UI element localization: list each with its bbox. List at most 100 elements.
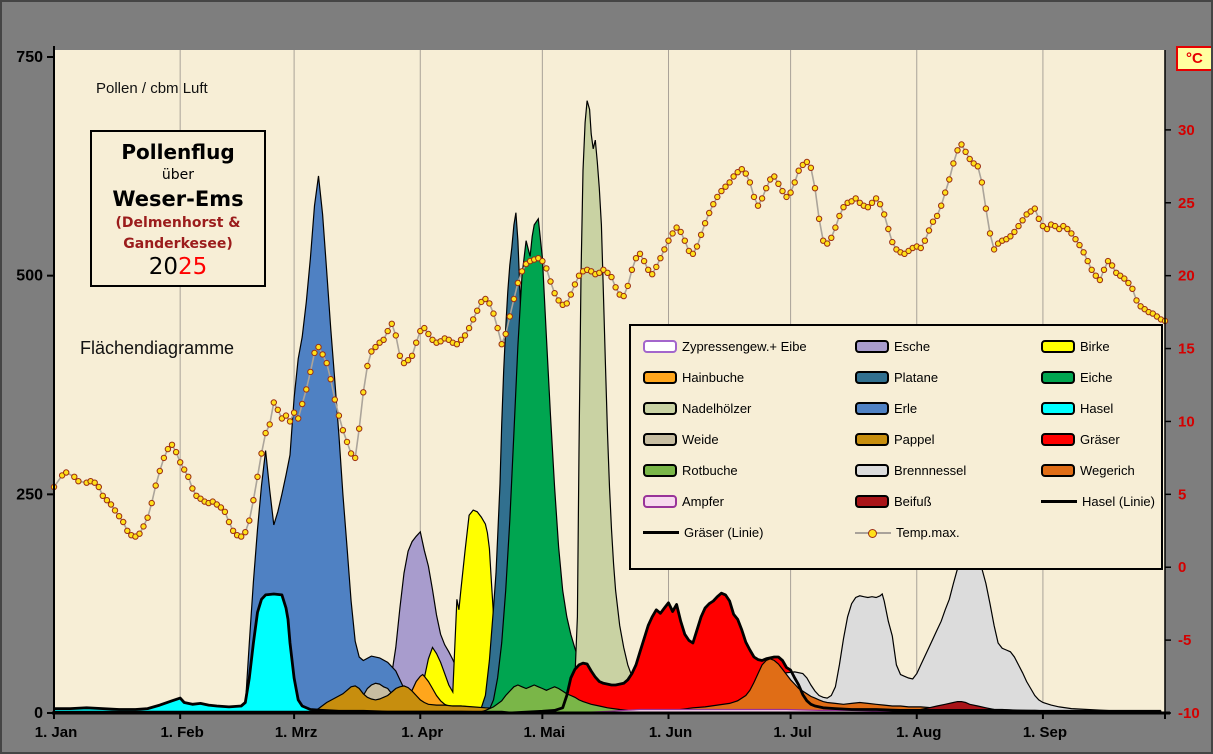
temp-marker <box>510 295 518 303</box>
legend-swatch-birke <box>1041 340 1075 353</box>
legend-item-brennnessel: Brennnessel <box>855 463 1041 478</box>
legend-label-graeser: Gräser <box>1080 432 1120 447</box>
temp-marker <box>185 473 192 480</box>
temp-marker <box>181 466 188 473</box>
temp-marker <box>160 454 168 462</box>
title-year-prefix: 20 <box>148 253 178 280</box>
temp-marker <box>465 324 473 332</box>
temp-marker <box>156 467 164 475</box>
temp-marker <box>352 454 359 462</box>
pollen-tick-label: 0 <box>34 705 43 722</box>
temp-marker <box>1072 236 1079 243</box>
temp-marker <box>929 218 937 225</box>
temp-marker <box>653 263 660 271</box>
temp-marker <box>457 336 465 343</box>
legend-swatch-beifuss <box>855 495 889 508</box>
temp-marker <box>266 421 273 428</box>
temp-marker <box>323 359 330 367</box>
temp-marker <box>1133 297 1140 304</box>
temp-marker <box>815 215 823 223</box>
temp-marker <box>681 237 688 244</box>
legend-item-nadelhoelzer: Nadelhölzer <box>643 401 855 416</box>
temp-tick-label: 10 <box>1178 413 1195 430</box>
temp-marker <box>677 228 684 236</box>
legend-swatch-esche <box>855 340 889 353</box>
temp-marker <box>315 343 322 351</box>
legend-label-graeser-linie: Gräser (Linie) <box>684 525 764 540</box>
legend-label-hasel-linie: Hasel (Linie) <box>1082 494 1155 509</box>
legend-label-platane: Platane <box>894 370 939 385</box>
temp-marker <box>547 278 554 285</box>
temp-marker <box>710 201 717 208</box>
temp-marker <box>368 348 375 355</box>
legend-item-graeser-linie: Gräser (Linie) <box>643 525 855 540</box>
temp-marker <box>213 501 221 508</box>
temp-marker <box>954 147 961 154</box>
temp-marker <box>563 300 570 307</box>
temp-tick-label: 30 <box>1178 122 1195 139</box>
pollen-tick-label: 500 <box>16 268 43 285</box>
temp-marker <box>811 185 819 192</box>
temp-marker <box>1080 249 1087 256</box>
temp-tick-label: -10 <box>1178 705 1200 722</box>
chart-title-box: Pollenflug über Weser-Ems (Delmenhorst &… <box>90 130 266 288</box>
month-tick-label: 1. Mrz <box>275 724 318 741</box>
temp-marker <box>673 224 680 231</box>
temp-marker <box>392 332 399 339</box>
temp-marker <box>502 330 509 338</box>
line-series-hasel-linie <box>54 592 502 715</box>
temp-marker <box>1104 257 1112 265</box>
temp-marker <box>347 450 355 457</box>
temp-marker <box>933 212 941 220</box>
temp-marker <box>596 269 603 276</box>
temp-marker <box>620 292 627 300</box>
legend-item-graeser: Gräser <box>1041 432 1167 447</box>
temp-marker <box>62 469 70 476</box>
temp-marker <box>286 418 294 425</box>
legend-swatch-wegerich <box>1041 464 1075 477</box>
temp-marker <box>282 412 290 419</box>
temp-marker <box>852 195 859 202</box>
temp-marker <box>413 339 420 346</box>
temp-marker <box>628 266 636 273</box>
temp-marker <box>608 273 615 281</box>
legend-item-beifuss: Beifuß <box>855 494 1041 509</box>
temp-marker <box>177 459 184 466</box>
temp-marker <box>124 527 131 534</box>
temp-marker <box>889 238 896 246</box>
temp-marker <box>506 313 513 320</box>
legend-label-ampfer: Ampfer <box>682 494 724 509</box>
temp-marker <box>95 483 103 491</box>
temp-marker <box>1035 215 1043 223</box>
temp-marker <box>91 479 98 486</box>
area-series-brennnessel <box>672 551 1162 714</box>
temp-marker <box>388 320 395 327</box>
temp-marker <box>1076 241 1083 249</box>
month-tick-label: 1. Jul <box>773 724 811 741</box>
line-series-graeser-linie <box>54 591 1161 715</box>
temp-marker <box>1043 225 1051 233</box>
temp-marker <box>868 199 876 207</box>
temp-marker <box>771 173 778 180</box>
temp-marker <box>636 250 644 258</box>
temp-marker <box>408 352 416 359</box>
temp-marker <box>1096 276 1104 284</box>
temp-marker <box>734 169 741 176</box>
legend-line-swatch-hasel-linie <box>1041 500 1077 503</box>
legend-item-weide: Weide <box>643 432 855 447</box>
temp-marker <box>217 504 225 511</box>
legend-swatch-hainbuche <box>643 371 677 384</box>
temp-marker <box>490 310 497 317</box>
temp-marker <box>1011 228 1018 236</box>
temp-marker <box>290 409 298 416</box>
pollen-tick-label: 250 <box>16 486 43 503</box>
legend-label-wegerich: Wegerich <box>1080 463 1135 478</box>
temp-marker <box>1007 233 1014 240</box>
temp-marker <box>115 513 123 520</box>
temp-marker <box>738 166 745 173</box>
temp-marker <box>551 290 558 297</box>
temp-marker <box>832 224 839 231</box>
legend-item-pappel: Pappel <box>855 432 1041 447</box>
legend-item-birke: Birke <box>1041 339 1167 354</box>
temp-marker <box>295 415 302 422</box>
